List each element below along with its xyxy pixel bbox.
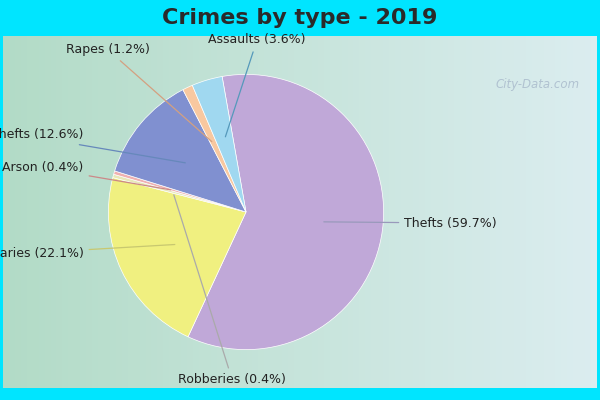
Text: Assaults (3.6%): Assaults (3.6%) [208,34,306,137]
Text: Arson (0.4%): Arson (0.4%) [2,162,171,190]
Wedge shape [113,171,246,212]
Text: Robberies (0.4%): Robberies (0.4%) [174,195,286,386]
Wedge shape [188,74,383,350]
Wedge shape [113,174,246,212]
Text: Thefts (59.7%): Thefts (59.7%) [324,216,497,230]
Text: Auto thefts (12.6%): Auto thefts (12.6%) [0,128,185,163]
Text: Rapes (1.2%): Rapes (1.2%) [66,43,212,142]
Text: Crimes by type - 2019: Crimes by type - 2019 [163,8,437,28]
Wedge shape [109,178,246,337]
Wedge shape [115,90,246,212]
Text: City-Data.com: City-Data.com [495,78,579,91]
Text: Burglaries (22.1%): Burglaries (22.1%) [0,244,175,260]
Wedge shape [183,85,246,212]
Wedge shape [193,76,246,212]
